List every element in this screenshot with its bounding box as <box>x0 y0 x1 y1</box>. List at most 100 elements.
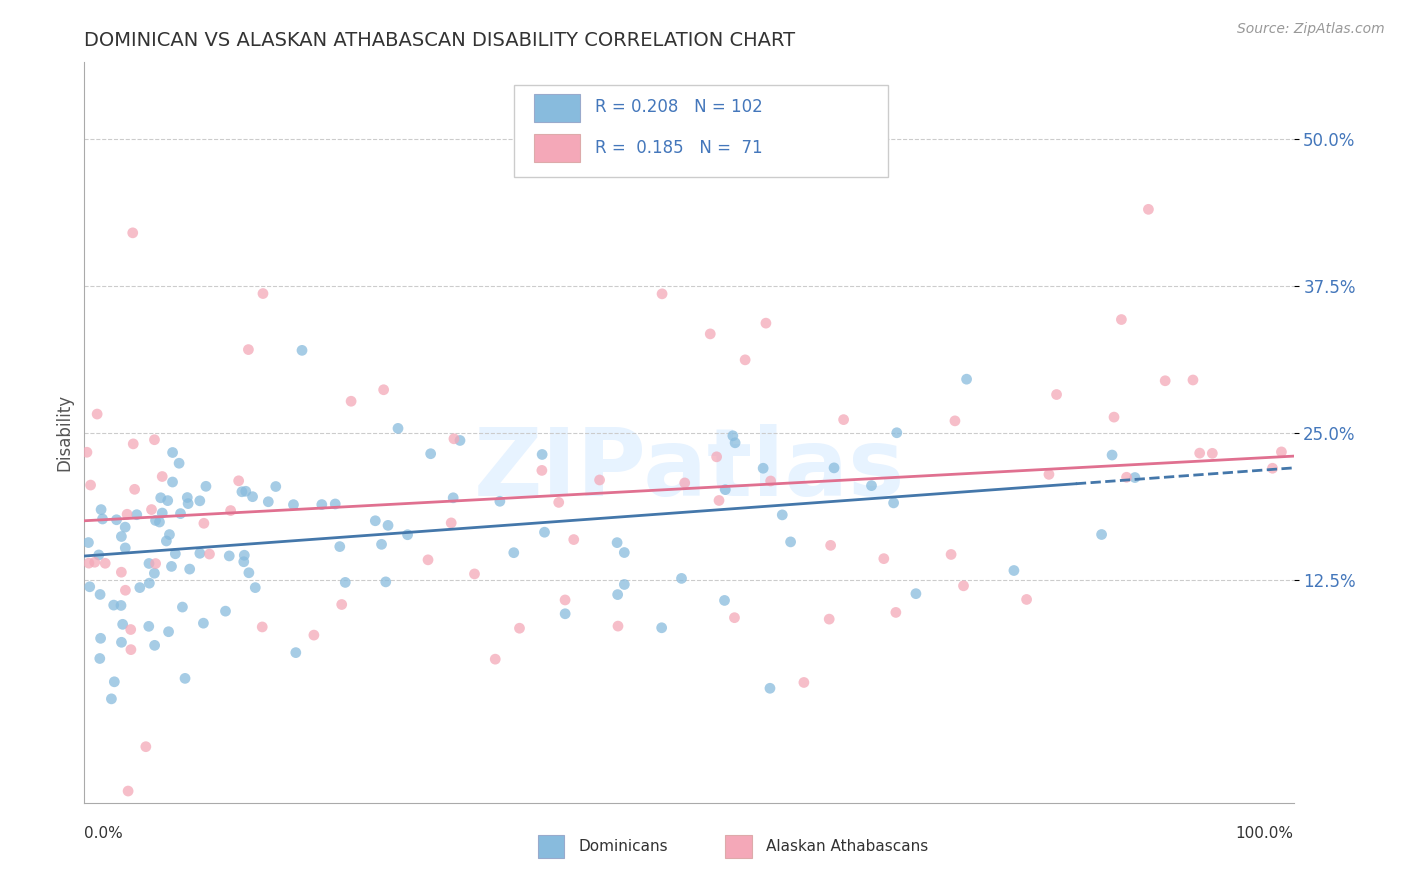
Point <box>179 562 201 576</box>
Point <box>820 538 842 552</box>
Point <box>156 493 179 508</box>
Point <box>1137 202 1160 217</box>
Point <box>120 642 142 657</box>
Point <box>370 537 392 551</box>
Point <box>713 593 735 607</box>
Point <box>114 520 136 534</box>
Point <box>141 502 163 516</box>
Point <box>159 527 181 541</box>
Point <box>759 474 782 488</box>
Point <box>94 556 117 570</box>
Point <box>245 581 267 595</box>
Point <box>124 483 146 497</box>
Point <box>759 681 782 696</box>
Point <box>149 491 172 505</box>
Point <box>194 479 217 493</box>
Point <box>155 533 177 548</box>
Point <box>374 574 396 589</box>
Point <box>1261 461 1284 475</box>
Text: Source: ZipAtlas.com: Source: ZipAtlas.com <box>1237 22 1385 37</box>
Text: R = 0.208   N = 102: R = 0.208 N = 102 <box>595 98 762 116</box>
Point <box>90 502 112 516</box>
Point <box>91 512 114 526</box>
Point <box>443 432 465 446</box>
Point <box>723 610 745 624</box>
Point <box>143 566 166 581</box>
Point <box>952 579 974 593</box>
Point <box>120 623 142 637</box>
Point <box>143 638 166 652</box>
Point <box>138 576 160 591</box>
Point <box>606 535 628 549</box>
Point <box>177 497 200 511</box>
Point <box>939 548 962 562</box>
Point <box>238 566 260 580</box>
Point <box>172 600 194 615</box>
Point <box>162 475 184 489</box>
FancyBboxPatch shape <box>534 135 581 162</box>
Point <box>441 491 464 505</box>
Y-axis label: Disability: Disability <box>55 394 73 471</box>
Point <box>364 514 387 528</box>
Point <box>188 493 211 508</box>
Point <box>122 437 145 451</box>
Point <box>330 598 353 612</box>
FancyBboxPatch shape <box>513 85 889 178</box>
Point <box>232 555 254 569</box>
Point <box>752 461 775 475</box>
Point <box>111 617 134 632</box>
Point <box>169 507 191 521</box>
Text: R =  0.185   N =  71: R = 0.185 N = 71 <box>595 138 762 157</box>
Text: Dominicans: Dominicans <box>579 839 668 854</box>
Point <box>770 508 793 522</box>
Point <box>188 546 211 560</box>
Point <box>554 593 576 607</box>
Point <box>419 447 441 461</box>
Point <box>110 565 132 579</box>
Point <box>562 533 585 547</box>
Point <box>283 498 305 512</box>
Point <box>613 545 636 559</box>
Point <box>440 516 463 530</box>
Point <box>1111 312 1133 326</box>
Point <box>176 491 198 505</box>
Point <box>1115 470 1137 484</box>
Point <box>323 497 346 511</box>
Point <box>105 513 128 527</box>
Point <box>547 495 569 509</box>
Point <box>873 551 896 566</box>
Point <box>416 553 439 567</box>
Point <box>832 412 855 426</box>
Point <box>554 607 576 621</box>
Point <box>449 434 471 448</box>
Point <box>1015 592 1038 607</box>
Point <box>651 621 673 635</box>
Point <box>340 394 363 409</box>
Point <box>242 490 264 504</box>
Point <box>613 577 636 591</box>
Point <box>329 540 352 554</box>
Point <box>257 494 280 508</box>
Point <box>904 587 927 601</box>
Point <box>128 581 150 595</box>
Point <box>87 548 110 562</box>
Point <box>1045 387 1067 401</box>
Point <box>193 516 215 531</box>
Point <box>150 506 173 520</box>
Text: Alaskan Athabascans: Alaskan Athabascans <box>766 839 928 854</box>
Text: DOMINICAN VS ALASKAN ATHABASCAN DISABILITY CORRELATION CHART: DOMINICAN VS ALASKAN ATHABASCAN DISABILI… <box>84 30 796 50</box>
Point <box>252 620 274 634</box>
Point <box>1181 373 1204 387</box>
Point <box>706 450 728 464</box>
Point <box>228 474 250 488</box>
Point <box>607 619 630 633</box>
Point <box>90 632 112 646</box>
Point <box>110 599 132 613</box>
Point <box>103 674 125 689</box>
Point <box>818 612 841 626</box>
Point <box>76 445 98 459</box>
Point <box>955 372 977 386</box>
Point <box>117 784 139 798</box>
Point <box>125 508 148 522</box>
Point <box>174 672 197 686</box>
